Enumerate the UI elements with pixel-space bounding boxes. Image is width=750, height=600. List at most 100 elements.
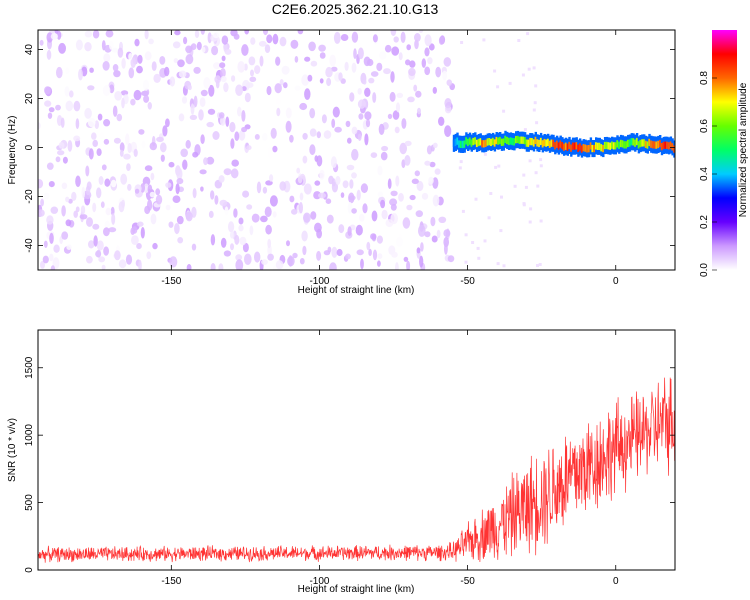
heatmap-cell <box>223 82 229 93</box>
heatmap-cell <box>302 155 308 164</box>
heatmap-cell <box>84 30 93 38</box>
heatmap-cell <box>418 30 424 33</box>
heatmap-cell <box>101 164 107 171</box>
heatmap-cell <box>414 33 421 42</box>
heatmap-cell <box>490 138 493 147</box>
heatmap-cell <box>114 250 121 261</box>
heatmap-cell <box>246 204 253 210</box>
heatmap-cell <box>229 121 236 133</box>
heatmap-cell <box>211 45 219 56</box>
heatmap-cell <box>230 138 235 149</box>
heatmap-cell <box>368 77 375 84</box>
heatmap-cell <box>128 53 133 61</box>
heatmap-cell <box>220 68 226 78</box>
heatmap-cell <box>219 62 226 69</box>
spectrogram-x-tick-label: -150 <box>161 276 181 287</box>
heatmap-cell <box>196 41 202 51</box>
heatmap-cell <box>267 146 273 159</box>
heatmap-cell <box>218 112 225 119</box>
heatmap-cell <box>394 126 400 134</box>
heatmap-cell <box>212 131 220 140</box>
heatmap-cell <box>152 242 158 250</box>
heatmap-cell <box>210 190 215 200</box>
snr-y-tick-label: 1500 <box>24 356 35 379</box>
heatmap-cell <box>191 243 197 251</box>
heatmap-cell <box>224 48 232 55</box>
heatmap-cell <box>173 58 179 64</box>
heatmap-cell <box>509 137 513 145</box>
heatmap-cell <box>534 171 538 175</box>
heatmap-cell <box>627 139 630 148</box>
heatmap-cell <box>662 141 665 150</box>
heatmap-cell <box>65 100 74 112</box>
heatmap-cell <box>304 183 312 195</box>
heatmap-cell <box>347 201 353 214</box>
heatmap-cell <box>554 142 557 150</box>
heatmap-cell <box>134 38 140 47</box>
heatmap-cell <box>618 141 621 149</box>
heatmap-cell <box>653 141 657 149</box>
heatmap-cell <box>364 87 371 98</box>
heatmap-cell <box>358 113 364 120</box>
heatmap-cell <box>377 260 381 267</box>
heatmap-cell <box>474 137 477 145</box>
heatmap-cell <box>496 85 500 89</box>
heatmap-cell <box>502 264 506 268</box>
heatmap-cell <box>438 116 445 127</box>
heatmap-cell <box>260 215 268 223</box>
heatmap-cell <box>404 155 411 166</box>
snr-series-line <box>38 377 675 563</box>
heatmap-cell <box>539 158 543 162</box>
heatmap-cell <box>286 240 290 247</box>
heatmap-cell <box>432 86 437 94</box>
heatmap-cell <box>194 30 200 38</box>
heatmap-cell <box>262 186 268 194</box>
heatmap-cell <box>506 136 509 145</box>
heatmap-cell <box>43 192 50 200</box>
heatmap-cell <box>241 44 249 56</box>
heatmap-cell <box>529 207 533 211</box>
heatmap-cell <box>65 196 70 203</box>
heatmap-cell <box>55 104 61 111</box>
heatmap-cell <box>428 43 435 51</box>
heatmap-cell <box>399 142 408 155</box>
heatmap-cell <box>500 195 503 199</box>
heatmap-cell <box>149 142 157 151</box>
heatmap-cell <box>96 148 102 157</box>
heatmap-cell <box>225 116 230 127</box>
heatmap-cell <box>237 106 242 117</box>
heatmap-cell <box>183 36 188 45</box>
heatmap-cell <box>552 139 555 147</box>
heatmap-cell <box>623 141 626 149</box>
heatmap-cell <box>513 138 516 146</box>
heatmap-cell <box>207 108 216 115</box>
heatmap-cell <box>398 52 403 61</box>
heatmap-cell <box>434 168 441 175</box>
heatmap-cell <box>241 126 248 133</box>
heatmap-cell <box>118 201 125 213</box>
heatmap-cell <box>109 40 114 50</box>
heatmap-cell <box>100 201 105 208</box>
heatmap-cell <box>242 242 249 253</box>
heatmap-cell <box>275 56 281 66</box>
heatmap-cell <box>489 192 493 195</box>
heatmap-cell <box>409 194 416 201</box>
heatmap-cell <box>424 66 431 76</box>
heatmap-cell <box>218 175 225 183</box>
heatmap-cell <box>395 175 400 187</box>
heatmap-cell <box>351 31 359 43</box>
heatmap-cell <box>488 138 491 146</box>
heatmap-cell <box>55 156 61 163</box>
heatmap-cell <box>421 192 429 200</box>
heatmap-cell <box>250 37 256 45</box>
heatmap-cell <box>403 256 409 262</box>
heatmap-cell <box>142 176 151 187</box>
heatmap-cell <box>598 142 601 150</box>
heatmap-cell <box>143 79 149 91</box>
heatmap-cell <box>391 46 400 56</box>
heatmap-cell <box>584 144 587 152</box>
heatmap-cell <box>75 118 80 130</box>
heatmap-cell <box>477 256 481 260</box>
heatmap-cell <box>46 162 54 170</box>
heatmap-cell <box>395 102 401 113</box>
